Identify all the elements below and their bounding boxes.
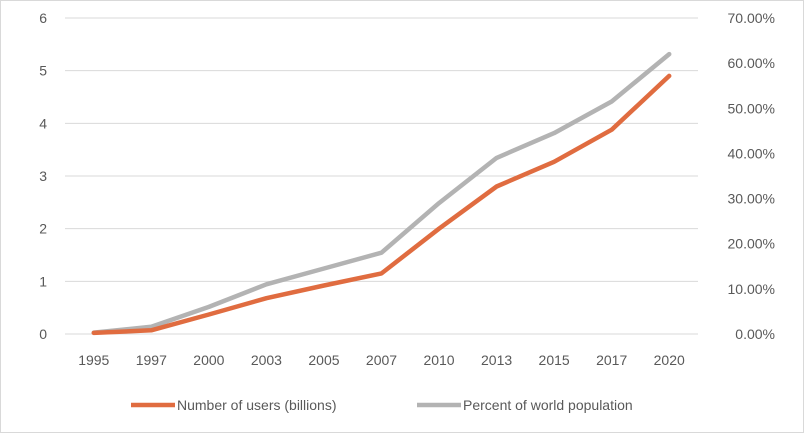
x-tick-label: 1997 [136, 352, 167, 368]
legend-label: Percent of world population [463, 397, 633, 413]
x-tick-label: 2013 [481, 352, 512, 368]
right-y-tick-label: 10.00% [728, 281, 775, 297]
left-y-tick-label: 5 [39, 63, 47, 79]
x-tick-label: 2003 [251, 352, 282, 368]
series-line-percent-of-world-population [91, 51, 672, 335]
right-y-tick-label: 20.00% [728, 236, 775, 252]
left-y-tick-label: 1 [39, 273, 47, 289]
left-y-axis: 0 1 2 3 4 5 6 [39, 10, 47, 342]
x-axis: 1995 1997 2000 2003 2005 2007 2010 2013 2015 2017… [78, 352, 685, 368]
gridlines [65, 17, 698, 335]
right-y-tick-label: 60.00% [728, 55, 775, 71]
legend-label: Number of users (billions) [177, 397, 337, 413]
left-y-tick-label: 6 [39, 10, 47, 26]
left-y-tick-label: 2 [39, 221, 47, 237]
right-y-axis: 0.00% 10.00% 20.00% 30.00% 40.00% 50.00% 60.00… [728, 10, 775, 342]
x-tick-label: 2015 [539, 352, 570, 368]
x-tick-label: 2017 [596, 352, 627, 368]
x-tick-label: 2010 [423, 352, 454, 368]
left-y-tick-label: 4 [39, 115, 47, 131]
left-y-tick-label: 0 [39, 326, 47, 342]
right-y-tick-label: 0.00% [735, 326, 775, 342]
right-y-tick-label: 70.00% [728, 10, 775, 26]
legend: Number of users (billions) Percent of wor… [131, 397, 633, 413]
x-tick-label: 2020 [654, 352, 685, 368]
x-tick-label: 2000 [193, 352, 224, 368]
x-tick-label: 2005 [308, 352, 339, 368]
left-y-tick-label: 3 [39, 168, 47, 184]
right-y-tick-label: 30.00% [728, 191, 775, 207]
right-y-tick-label: 40.00% [728, 145, 775, 161]
right-y-tick-label: 50.00% [728, 100, 775, 116]
series-line-number-of-users [91, 73, 672, 336]
x-tick-label: 2007 [366, 352, 397, 368]
plot-series [91, 51, 672, 336]
x-tick-label: 1995 [78, 352, 109, 368]
